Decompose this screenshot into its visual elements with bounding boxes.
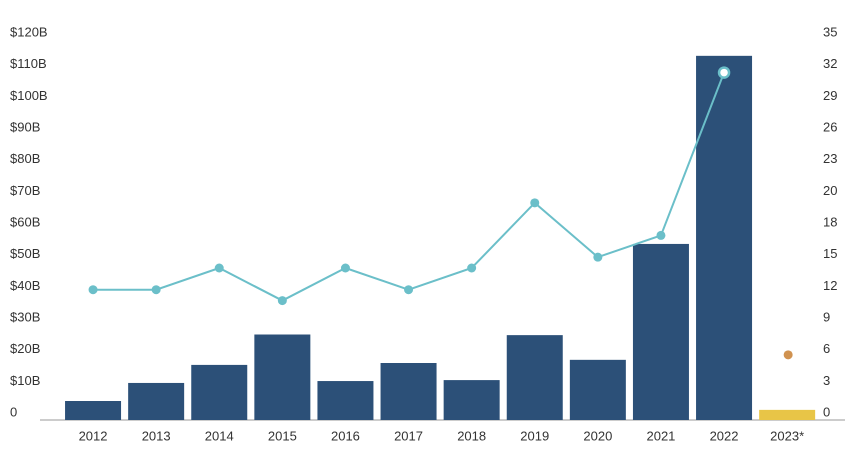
y-tick-label: $120B [10, 24, 48, 39]
x-tick-label: 2019 [520, 428, 549, 443]
y-tick-label: $100B [10, 88, 48, 103]
line-point [88, 285, 98, 295]
x-tick-label: 2013 [142, 428, 171, 443]
point [783, 350, 793, 360]
bar [128, 382, 185, 420]
line-point [151, 285, 161, 295]
line-point [467, 263, 477, 273]
y2-tick-label: 23 [823, 151, 837, 166]
y2-tick-label: 20 [823, 183, 837, 198]
bar [632, 243, 689, 420]
line-point [340, 263, 350, 273]
y2-tick-label: 0 [823, 404, 830, 419]
y2-tick-label: 26 [823, 119, 837, 134]
x-tick-label: 2016 [331, 428, 360, 443]
y-tick-label: $20B [10, 341, 40, 356]
y2-tick-label: 35 [823, 24, 837, 39]
bar [380, 363, 437, 420]
x-tick-label: 2022 [710, 428, 739, 443]
y2-tick-label: 29 [823, 88, 837, 103]
y2-tick-label: 32 [823, 56, 837, 71]
y2-tick-label: 3 [823, 373, 830, 388]
line-point [717, 66, 731, 79]
x-tick-label: 2012 [79, 428, 108, 443]
y-tick-label: $80B [10, 151, 40, 166]
line-point [404, 285, 414, 295]
bar [443, 380, 500, 420]
bar [254, 334, 311, 420]
bar [191, 364, 248, 420]
x-tick-label: 2015 [268, 428, 297, 443]
x-tick-label: 2020 [583, 428, 612, 443]
x-tick-label: 2018 [457, 428, 486, 443]
y2-tick-label: 6 [823, 341, 830, 356]
bar [65, 401, 122, 420]
line-point [593, 252, 603, 262]
y-tick-label: 0 [10, 404, 17, 419]
bar [317, 381, 374, 420]
x-tick-label: 2014 [205, 428, 234, 443]
x-tick-label: 2023* [770, 428, 804, 443]
x-tick-label: 2017 [394, 428, 423, 443]
y-tick-label: $10B [10, 373, 40, 388]
y-tick-label: $110B [10, 56, 47, 71]
y-tick-label: $90B [10, 119, 40, 134]
bar [506, 335, 563, 420]
bar [759, 409, 816, 420]
bar [569, 359, 626, 420]
y2-tick-label: 15 [823, 246, 837, 261]
y-tick-label: $70B [10, 183, 40, 198]
line-point [277, 296, 287, 306]
line-point [530, 198, 540, 208]
y2-tick-label: 12 [823, 278, 837, 293]
line-point [214, 263, 224, 273]
y-tick-label: $60B [10, 214, 40, 229]
y-tick-label: $30B [10, 309, 40, 324]
y2-tick-label: 18 [823, 214, 837, 229]
line-point [656, 230, 666, 240]
y2-tick-label: 9 [823, 309, 830, 324]
y-tick-label: $50B [10, 246, 40, 261]
bar [696, 55, 753, 420]
line [93, 72, 725, 302]
y-tick-label: $40B [10, 278, 40, 293]
x-tick-label: 2021 [646, 428, 675, 443]
